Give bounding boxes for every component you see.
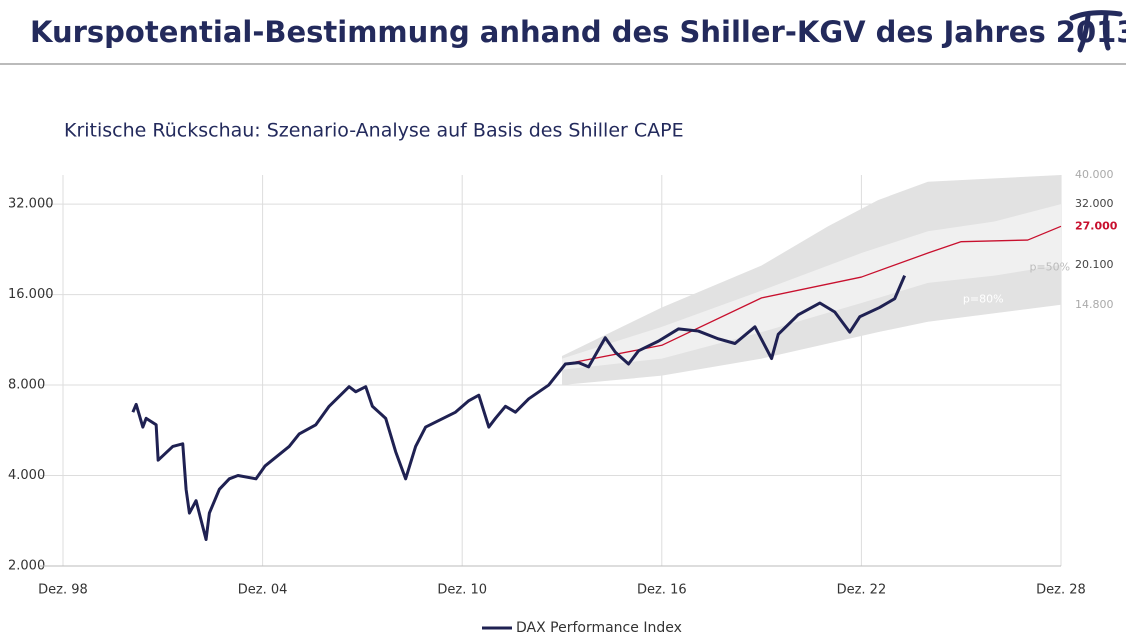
y-tick-label: 16.000 xyxy=(8,287,54,302)
x-tick-label: Dez. 22 xyxy=(837,583,887,598)
legend-label: DAX Performance Index xyxy=(516,620,682,636)
x-tick-label: Dez. 28 xyxy=(1036,583,1086,598)
chart-title: Kritische Rückschau: Szenario-Analyse au… xyxy=(64,120,684,142)
right-label: 20.100 xyxy=(1075,258,1114,271)
y-tick-label: 32.000 xyxy=(8,197,54,212)
line-series xyxy=(565,225,1062,365)
right-label: 27.000 xyxy=(1075,219,1118,232)
line-series xyxy=(131,275,907,542)
y-tick-label: 2.000 xyxy=(8,559,45,574)
logo xyxy=(1069,10,1123,53)
band-label: p=50% xyxy=(1029,261,1070,274)
x-tick-label: Dez. 98 xyxy=(38,583,88,598)
x-tick-label: Dez. 16 xyxy=(637,583,687,598)
page-title: Kurspotential-Bestimmung anhand des Shil… xyxy=(30,15,1126,49)
right-label: 40.000 xyxy=(1075,168,1114,181)
y-tick-label: 4.000 xyxy=(8,468,45,483)
y-tick-label: 8.000 xyxy=(8,378,45,393)
band-label: p=80% xyxy=(963,293,1004,306)
right-label: 14.800 xyxy=(1075,298,1114,311)
x-tick-label: Dez. 04 xyxy=(238,583,288,598)
right-label: 32.000 xyxy=(1075,197,1114,210)
x-tick-label: Dez. 10 xyxy=(437,583,487,598)
